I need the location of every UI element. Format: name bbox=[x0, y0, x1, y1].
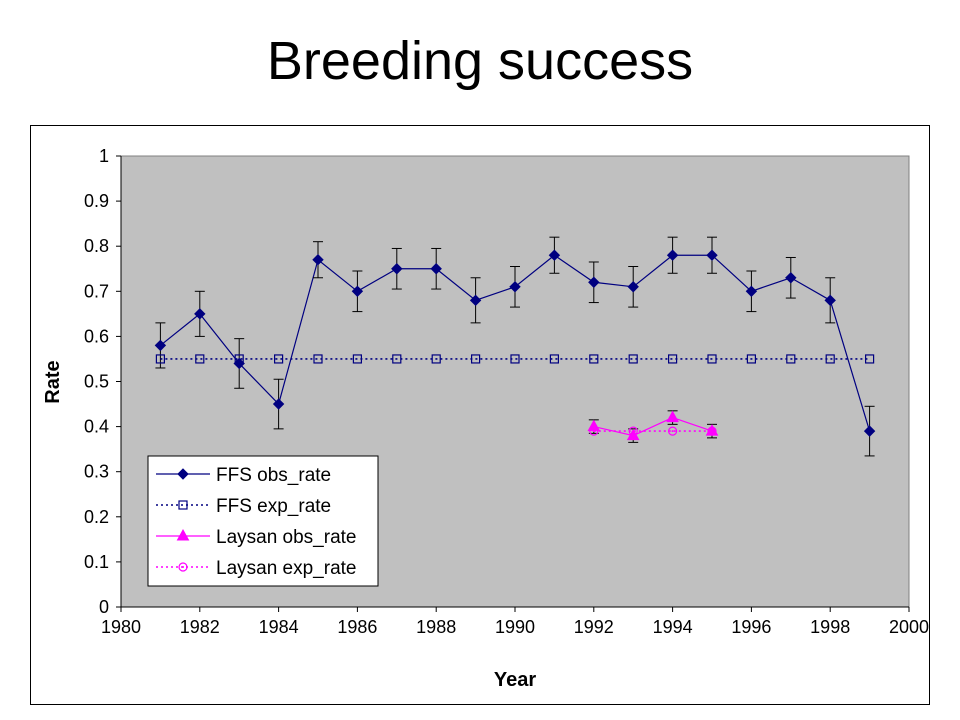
slide-title: Breeding success bbox=[266, 31, 694, 91]
y-ticks: 0 0.1 0.2 0.3 0.4 0.5 0.6 0.7 0.8 0.9 1 bbox=[84, 146, 121, 617]
data-point bbox=[471, 354, 481, 364]
data-point bbox=[863, 425, 876, 437]
x-tick-label: 1982 bbox=[180, 617, 220, 637]
data-point bbox=[667, 426, 678, 436]
x-ticks: 1980 1982 1984 1986 1988 1990 1992 1994 1996 1998… bbox=[101, 607, 929, 637]
series-line bbox=[593, 416, 713, 437]
x-tick-label: 1984 bbox=[259, 617, 299, 637]
y-tick-label: 0.2 bbox=[84, 507, 109, 527]
chart-svg: 1980 1982 1984 1986 1988 1990 1992 1994 1996 1998… bbox=[42, 146, 929, 691]
data-point bbox=[589, 426, 599, 436]
data-point bbox=[549, 354, 560, 364]
data-point bbox=[746, 354, 757, 364]
series-laysan-exp-rate bbox=[589, 426, 717, 436]
x-tick-label: 1990 bbox=[495, 617, 535, 637]
data-point bbox=[785, 272, 797, 284]
y-tick-label: 0.8 bbox=[84, 236, 109, 256]
data-point bbox=[825, 354, 835, 364]
x-tick-label: 1998 bbox=[810, 617, 850, 637]
legend-marker bbox=[178, 562, 188, 572]
data-point bbox=[431, 354, 441, 364]
y-axis-label: Rate bbox=[42, 360, 64, 403]
data-point bbox=[667, 354, 678, 364]
x-tick-label: 1980 bbox=[101, 617, 141, 637]
legend-item: FFS exp_rate bbox=[156, 496, 331, 517]
legend-marker bbox=[176, 528, 190, 541]
data-point bbox=[351, 285, 364, 298]
data-point bbox=[824, 294, 836, 307]
legend-label: Laysan obs_rate bbox=[216, 527, 357, 548]
data-point bbox=[745, 285, 758, 298]
data-point bbox=[154, 339, 167, 352]
legend-item: FFS obs_rate bbox=[156, 465, 331, 486]
x-tick-label: 1994 bbox=[653, 617, 693, 637]
data-point bbox=[155, 354, 166, 364]
y-tick-label: 0.4 bbox=[84, 417, 109, 437]
data-point bbox=[864, 354, 875, 364]
data-point bbox=[548, 249, 561, 261]
data-point bbox=[272, 398, 285, 410]
chart-frame: 1980 1982 1984 1986 1988 1990 1992 1994 1996 1998… bbox=[30, 125, 930, 705]
data-point bbox=[786, 354, 796, 364]
series-ffs-obs-rate bbox=[154, 236, 876, 457]
legend-marker bbox=[178, 500, 188, 510]
series-ffs-exp-rate bbox=[155, 354, 875, 364]
data-point bbox=[509, 281, 521, 293]
data-point bbox=[666, 410, 679, 423]
y-tick-label: 0.3 bbox=[84, 462, 109, 482]
data-point bbox=[628, 426, 638, 436]
data-point bbox=[707, 354, 717, 364]
data-point bbox=[627, 281, 639, 293]
y-tick-label: 0.1 bbox=[84, 552, 109, 572]
data-point bbox=[628, 354, 638, 364]
y-tick-label: 0.9 bbox=[84, 191, 109, 211]
data-point bbox=[312, 254, 324, 266]
legend-marker bbox=[177, 468, 189, 480]
data-point bbox=[313, 354, 323, 364]
y-tick-label: 0.7 bbox=[84, 281, 109, 301]
x-tick-label: 1988 bbox=[416, 617, 456, 637]
x-axis-label: Year bbox=[494, 669, 536, 691]
x-tick-label: 1996 bbox=[731, 617, 771, 637]
y-tick-label: 1 bbox=[99, 146, 109, 166]
legend: FFS obs_rate FFS exp_rate Laysan obs_rate L… bbox=[147, 455, 379, 587]
y-tick-label: 0 bbox=[99, 597, 109, 617]
x-tick-label: 1992 bbox=[574, 617, 614, 637]
data-point bbox=[430, 263, 442, 275]
data-point bbox=[194, 308, 206, 320]
legend-label: FFS obs_rate bbox=[216, 465, 331, 486]
y-tick-label: 0.6 bbox=[84, 326, 109, 346]
legend-item: Laysan obs_rate bbox=[156, 527, 357, 548]
data-point bbox=[195, 354, 205, 364]
data-point bbox=[589, 354, 599, 364]
legend-label: FFS exp_rate bbox=[216, 496, 331, 517]
x-tick-label: 2000 bbox=[889, 617, 929, 637]
data-point bbox=[706, 249, 718, 261]
y-tick-label: 0.5 bbox=[84, 372, 109, 392]
data-point bbox=[510, 354, 520, 364]
data-point bbox=[352, 354, 362, 364]
data-point bbox=[392, 354, 402, 364]
legend-label: Laysan exp_rate bbox=[216, 558, 357, 579]
data-point bbox=[666, 249, 679, 261]
data-point bbox=[234, 354, 244, 364]
series-layer bbox=[154, 236, 876, 457]
data-point bbox=[274, 354, 284, 364]
legend-item: Laysan exp_rate bbox=[156, 558, 357, 579]
data-point bbox=[707, 426, 717, 436]
data-point bbox=[469, 294, 482, 307]
data-point bbox=[391, 263, 403, 275]
data-point bbox=[588, 276, 600, 288]
x-tick-label: 1986 bbox=[337, 617, 377, 637]
